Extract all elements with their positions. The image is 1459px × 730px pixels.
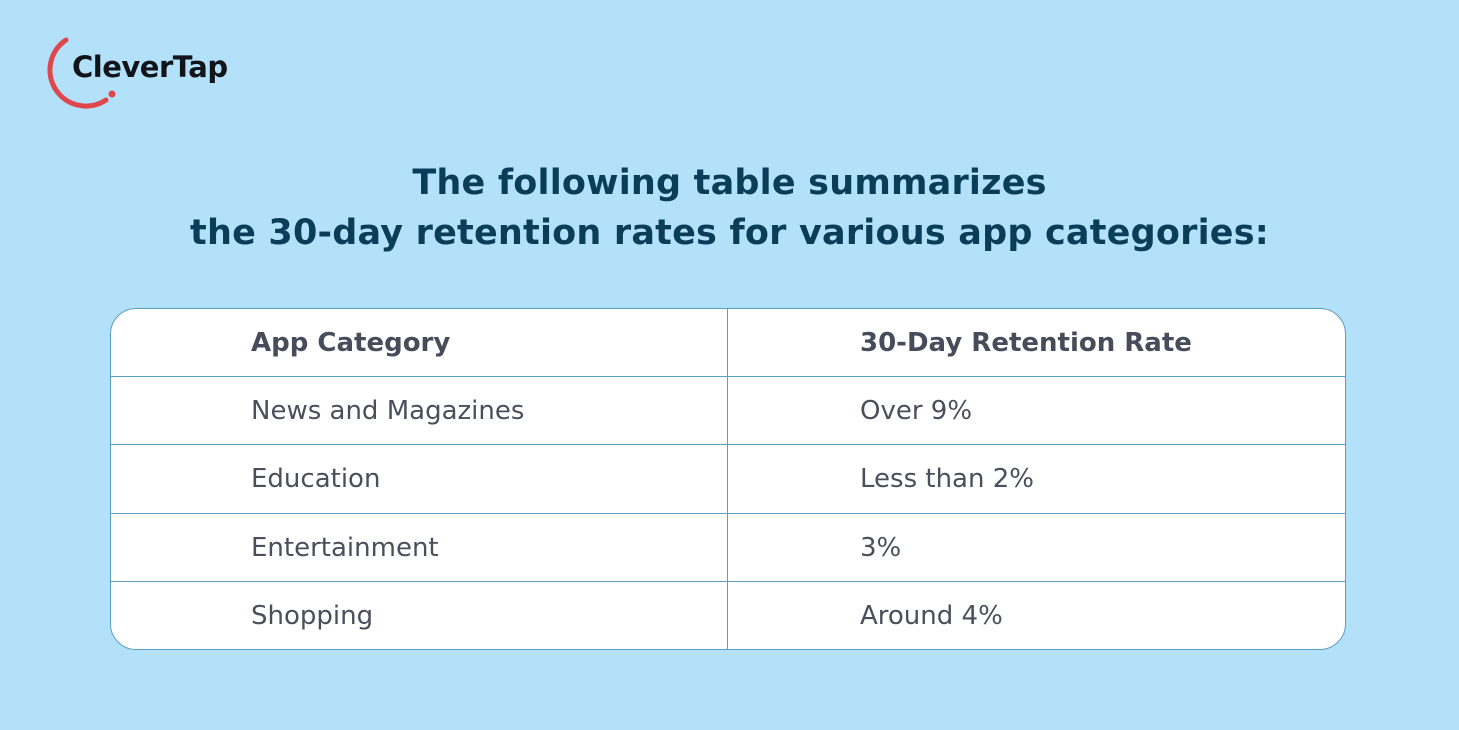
table-row: Shopping Around 4% [111, 581, 1345, 649]
column-header-category: App Category [111, 309, 728, 377]
column-header-rate: 30-Day Retention Rate [860, 328, 1192, 358]
category-cell: Entertainment [111, 514, 728, 582]
category-cell: News and Magazines [111, 377, 728, 445]
title-line-1: The following table summarizes [412, 163, 1047, 203]
table-row: Education Less than 2% [111, 444, 1345, 513]
clevertap-logo: CleverTap [44, 36, 264, 112]
rate-cell: 3% [860, 533, 902, 563]
title-line-2: the 30-day retention rates for various a… [190, 213, 1269, 253]
rate-cell: Over 9% [860, 396, 973, 426]
logo-arc-icon [47, 37, 116, 109]
rate-cell: Less than 2% [860, 464, 1034, 494]
category-cell: Shopping [111, 582, 728, 649]
table-row: News and Magazines Over 9% [111, 376, 1345, 445]
table-row: Entertainment 3% [111, 513, 1345, 582]
category-cell: Education [111, 445, 728, 513]
table-header-row: App Category 30-Day Retention Rate [111, 309, 1345, 377]
page-title: The following table summarizes the 30-da… [0, 158, 1459, 258]
rate-cell: Around 4% [860, 601, 1003, 631]
logo-text: CleverTap [72, 50, 228, 84]
retention-table: App Category 30-Day Retention Rate News … [110, 308, 1346, 650]
